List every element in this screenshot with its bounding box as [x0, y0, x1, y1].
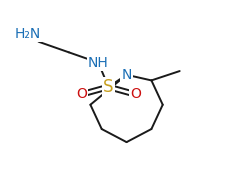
Text: O: O: [130, 88, 140, 101]
Text: O: O: [76, 88, 86, 101]
Text: H₂N: H₂N: [15, 27, 41, 41]
Text: NH: NH: [88, 56, 108, 70]
Text: S: S: [103, 78, 113, 96]
Text: N: N: [121, 68, 131, 82]
